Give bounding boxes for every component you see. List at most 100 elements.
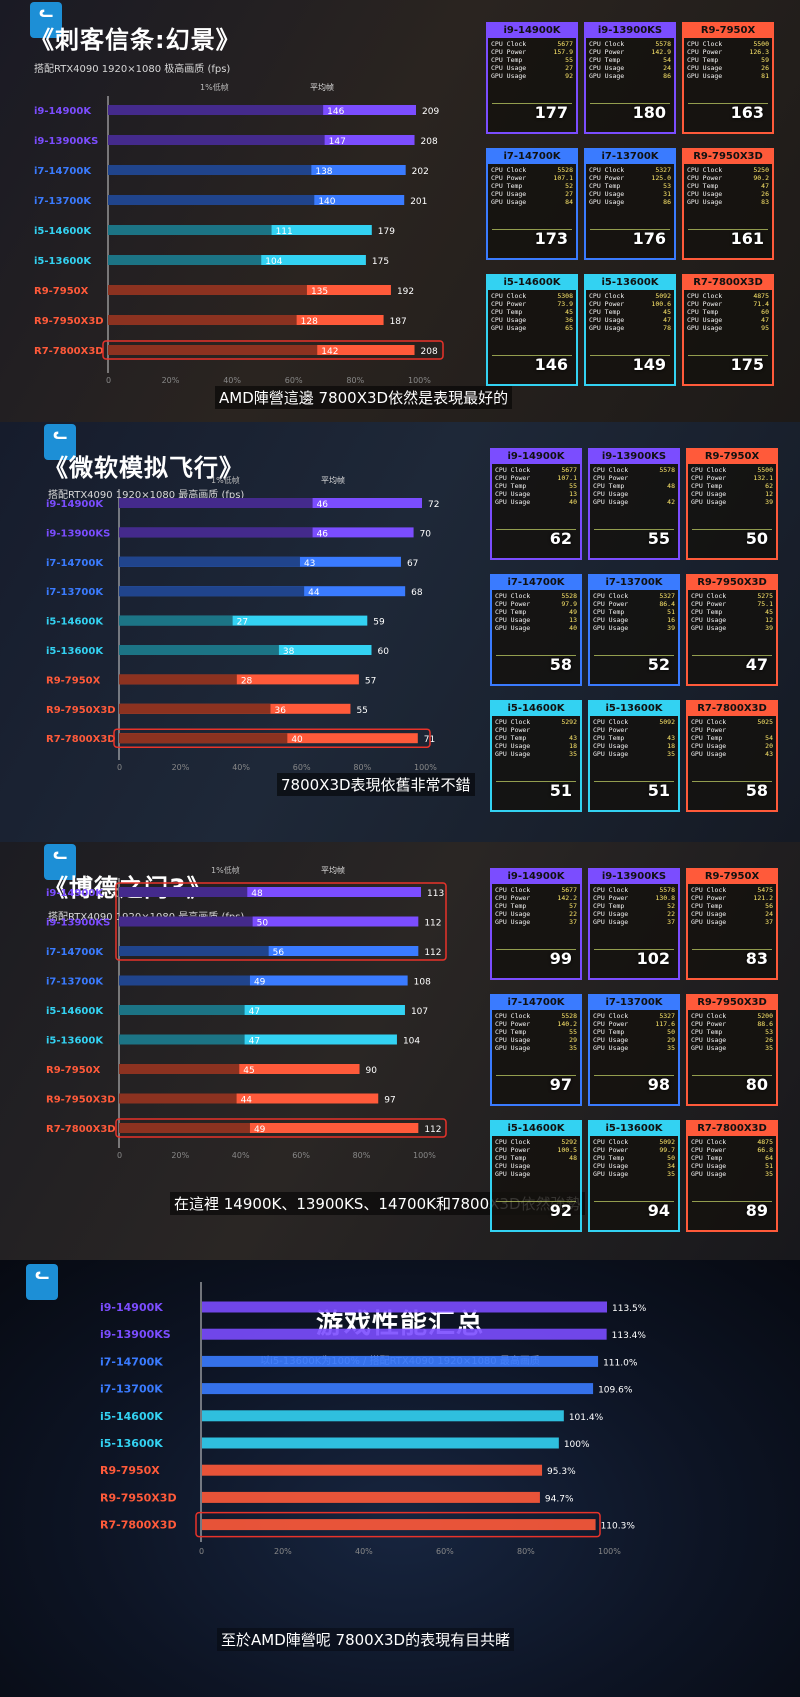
bar-avg-fps (119, 916, 419, 927)
fps-readout: 163 (730, 103, 764, 122)
x-tick-label: 80% (353, 763, 371, 772)
bar-chart-summary: i9-14900K 113.5% i9-13900KS 113.4% i7-14700K… (100, 1282, 647, 1556)
subtitle-caption: 至於AMD陣營呢 7800X3D的表現有目共睹 (217, 1628, 515, 1651)
monitor-card-r7-7800x3d: R7-7800X3D CPU Clock 4875 CPU Power 66.8 CPU … (686, 1120, 778, 1232)
stat-row-cpu_usage: CPU Usage (593, 490, 675, 498)
frametime-graph (492, 103, 572, 104)
stat-row-gpu_usage: GPU Usage 37 (691, 918, 773, 926)
stat-row-gpu_usage: GPU Usage 37 (593, 918, 675, 926)
stat-value: 22 (667, 910, 675, 918)
stat-label: CPU Usage (491, 316, 527, 324)
stat-row-temp: CPU Temp 50 (593, 1154, 675, 1162)
stat-row-temp: CPU Temp 52 (593, 902, 675, 910)
stat-value: 29 (569, 1036, 577, 1044)
stat-value: 43 (765, 750, 773, 758)
stat-row-cpu_usage: CPU Usage 26 (687, 190, 769, 198)
stat-row-gpu_usage: GPU Usage 35 (593, 1044, 675, 1052)
stat-row-clock: CPU Clock 5250 (687, 166, 769, 174)
stat-label: GPU Usage (687, 324, 723, 332)
panel-flight-simulator: ᓚ 《微软模拟飞行》 搭配RTX4090 1920×1080 最高画质 (fps… (0, 422, 800, 842)
value-label-avg: 192 (397, 287, 414, 297)
value-label-low: 128 (301, 317, 318, 327)
monitor-card-title: i5-13600K (586, 276, 674, 290)
monitor-stats: CPU Clock 5292 CPU Power 100.5 CPU Temp 48 CPU… (492, 1136, 580, 1178)
stat-row-temp: CPU Temp 55 (495, 1028, 577, 1036)
legend-avg-fps: 平均帧 (321, 865, 345, 875)
category-label: i7-14700K (46, 947, 104, 958)
highlight-box (113, 728, 431, 748)
stat-row-clock: CPU Clock 5677 (495, 886, 577, 894)
frametime-graph (496, 655, 576, 656)
bar-avg-fps (119, 1093, 379, 1104)
stat-label: CPU Usage (687, 64, 723, 72)
channel-logo: ᓚ (30, 2, 62, 38)
fps-readout: 83 (745, 949, 768, 968)
stat-row-cpu_usage: CPU Usage 31 (589, 190, 671, 198)
stat-value: 27 (565, 64, 573, 72)
stat-value: 157.9 (553, 48, 573, 56)
stat-value: 52 (565, 182, 573, 190)
fps-readout: 176 (632, 229, 666, 248)
stat-label: GPU Usage (495, 1170, 531, 1178)
stat-label: GPU Usage (593, 624, 629, 632)
stat-label: CPU Clock (589, 292, 625, 300)
bar-low-fps (119, 556, 300, 567)
stat-value: 47 (761, 182, 769, 190)
stat-row-gpu_usage: GPU Usage 83 (687, 198, 769, 206)
bar-low-fps (119, 1123, 250, 1133)
bar-low-fps (119, 586, 305, 597)
fps-readout: 161 (730, 229, 764, 248)
stat-label: GPU Usage (691, 1170, 727, 1178)
category-label: i5-13600K (100, 1437, 163, 1450)
value-label-avg: 175 (372, 257, 389, 267)
bar-avg-fps (119, 674, 359, 685)
monitor-card-title: i9-13900KS (590, 870, 678, 884)
stat-label: GPU Usage (687, 72, 723, 80)
stat-value: 5677 (557, 40, 573, 48)
stat-label: CPU Usage (495, 1162, 531, 1170)
monitor-card-title: i9-14900K (492, 450, 580, 464)
value-label-low: 28 (241, 676, 253, 686)
frametime-graph (590, 229, 670, 230)
x-tick-label: 100% (408, 376, 431, 385)
monitor-stats: CPU Clock 5327 CPU Power 86.4 CPU Temp 51 CPU … (590, 590, 678, 632)
monitor-stats: CPU Clock 5250 CPU Power 90.2 CPU Temp 47 CPU … (684, 164, 772, 206)
stat-label: CPU Temp (593, 608, 625, 616)
value-label: 113.5% (612, 1304, 647, 1314)
stat-label: CPU Power (691, 1146, 727, 1154)
stat-row-gpu_usage: GPU Usage 92 (491, 72, 573, 80)
stat-label: CPU Clock (491, 292, 527, 300)
stat-label: CPU Temp (495, 482, 527, 490)
frametime-graph (590, 103, 670, 104)
stat-row-temp: CPU Temp 53 (691, 1028, 773, 1036)
stat-label: CPU Clock (691, 592, 727, 600)
frametime-graph (594, 1075, 674, 1076)
stat-value: 35 (667, 1170, 675, 1178)
bar-low-fps (119, 946, 269, 956)
stat-row-gpu_usage: GPU Usage 35 (593, 1170, 675, 1178)
value-label-avg: 60 (378, 647, 390, 657)
x-tick-label: 40% (232, 763, 250, 772)
stat-value: 34 (667, 1162, 675, 1170)
x-tick-label: 20% (171, 1151, 189, 1160)
monitor-card-i5-13600k: i5-13600K CPU Clock 5092 CPU Power CPU Temp 4… (588, 700, 680, 812)
stat-value: 35 (765, 1170, 773, 1178)
stat-row-clock: CPU Clock 5092 (589, 292, 671, 300)
stat-row-cpu_usage: CPU Usage 20 (691, 742, 773, 750)
bar-summary (202, 1355, 599, 1367)
monitor-stats: CPU Clock 5092 CPU Power CPU Temp 43 CPU Usag… (590, 716, 678, 758)
monitor-card-title: i9-14900K (488, 24, 576, 38)
x-tick-label: 100% (413, 1151, 436, 1160)
stat-row-clock: CPU Clock 5475 (691, 886, 773, 894)
stat-label: CPU Usage (691, 490, 727, 498)
stat-row-cpu_usage: CPU Usage 13 (495, 616, 577, 624)
frametime-graph (688, 103, 768, 104)
stat-label: CPU Clock (687, 292, 723, 300)
stat-label: CPU Temp (495, 734, 527, 742)
stat-row-power: CPU Power (593, 474, 675, 482)
stat-value: 49 (569, 608, 577, 616)
frametime-graph (590, 355, 670, 356)
stat-value: 71.4 (753, 300, 769, 308)
stat-value: 81 (761, 72, 769, 80)
monitor-card-i7-13700k: i7-13700K CPU Clock 5327 CPU Power 125.0 CPU … (584, 148, 676, 260)
